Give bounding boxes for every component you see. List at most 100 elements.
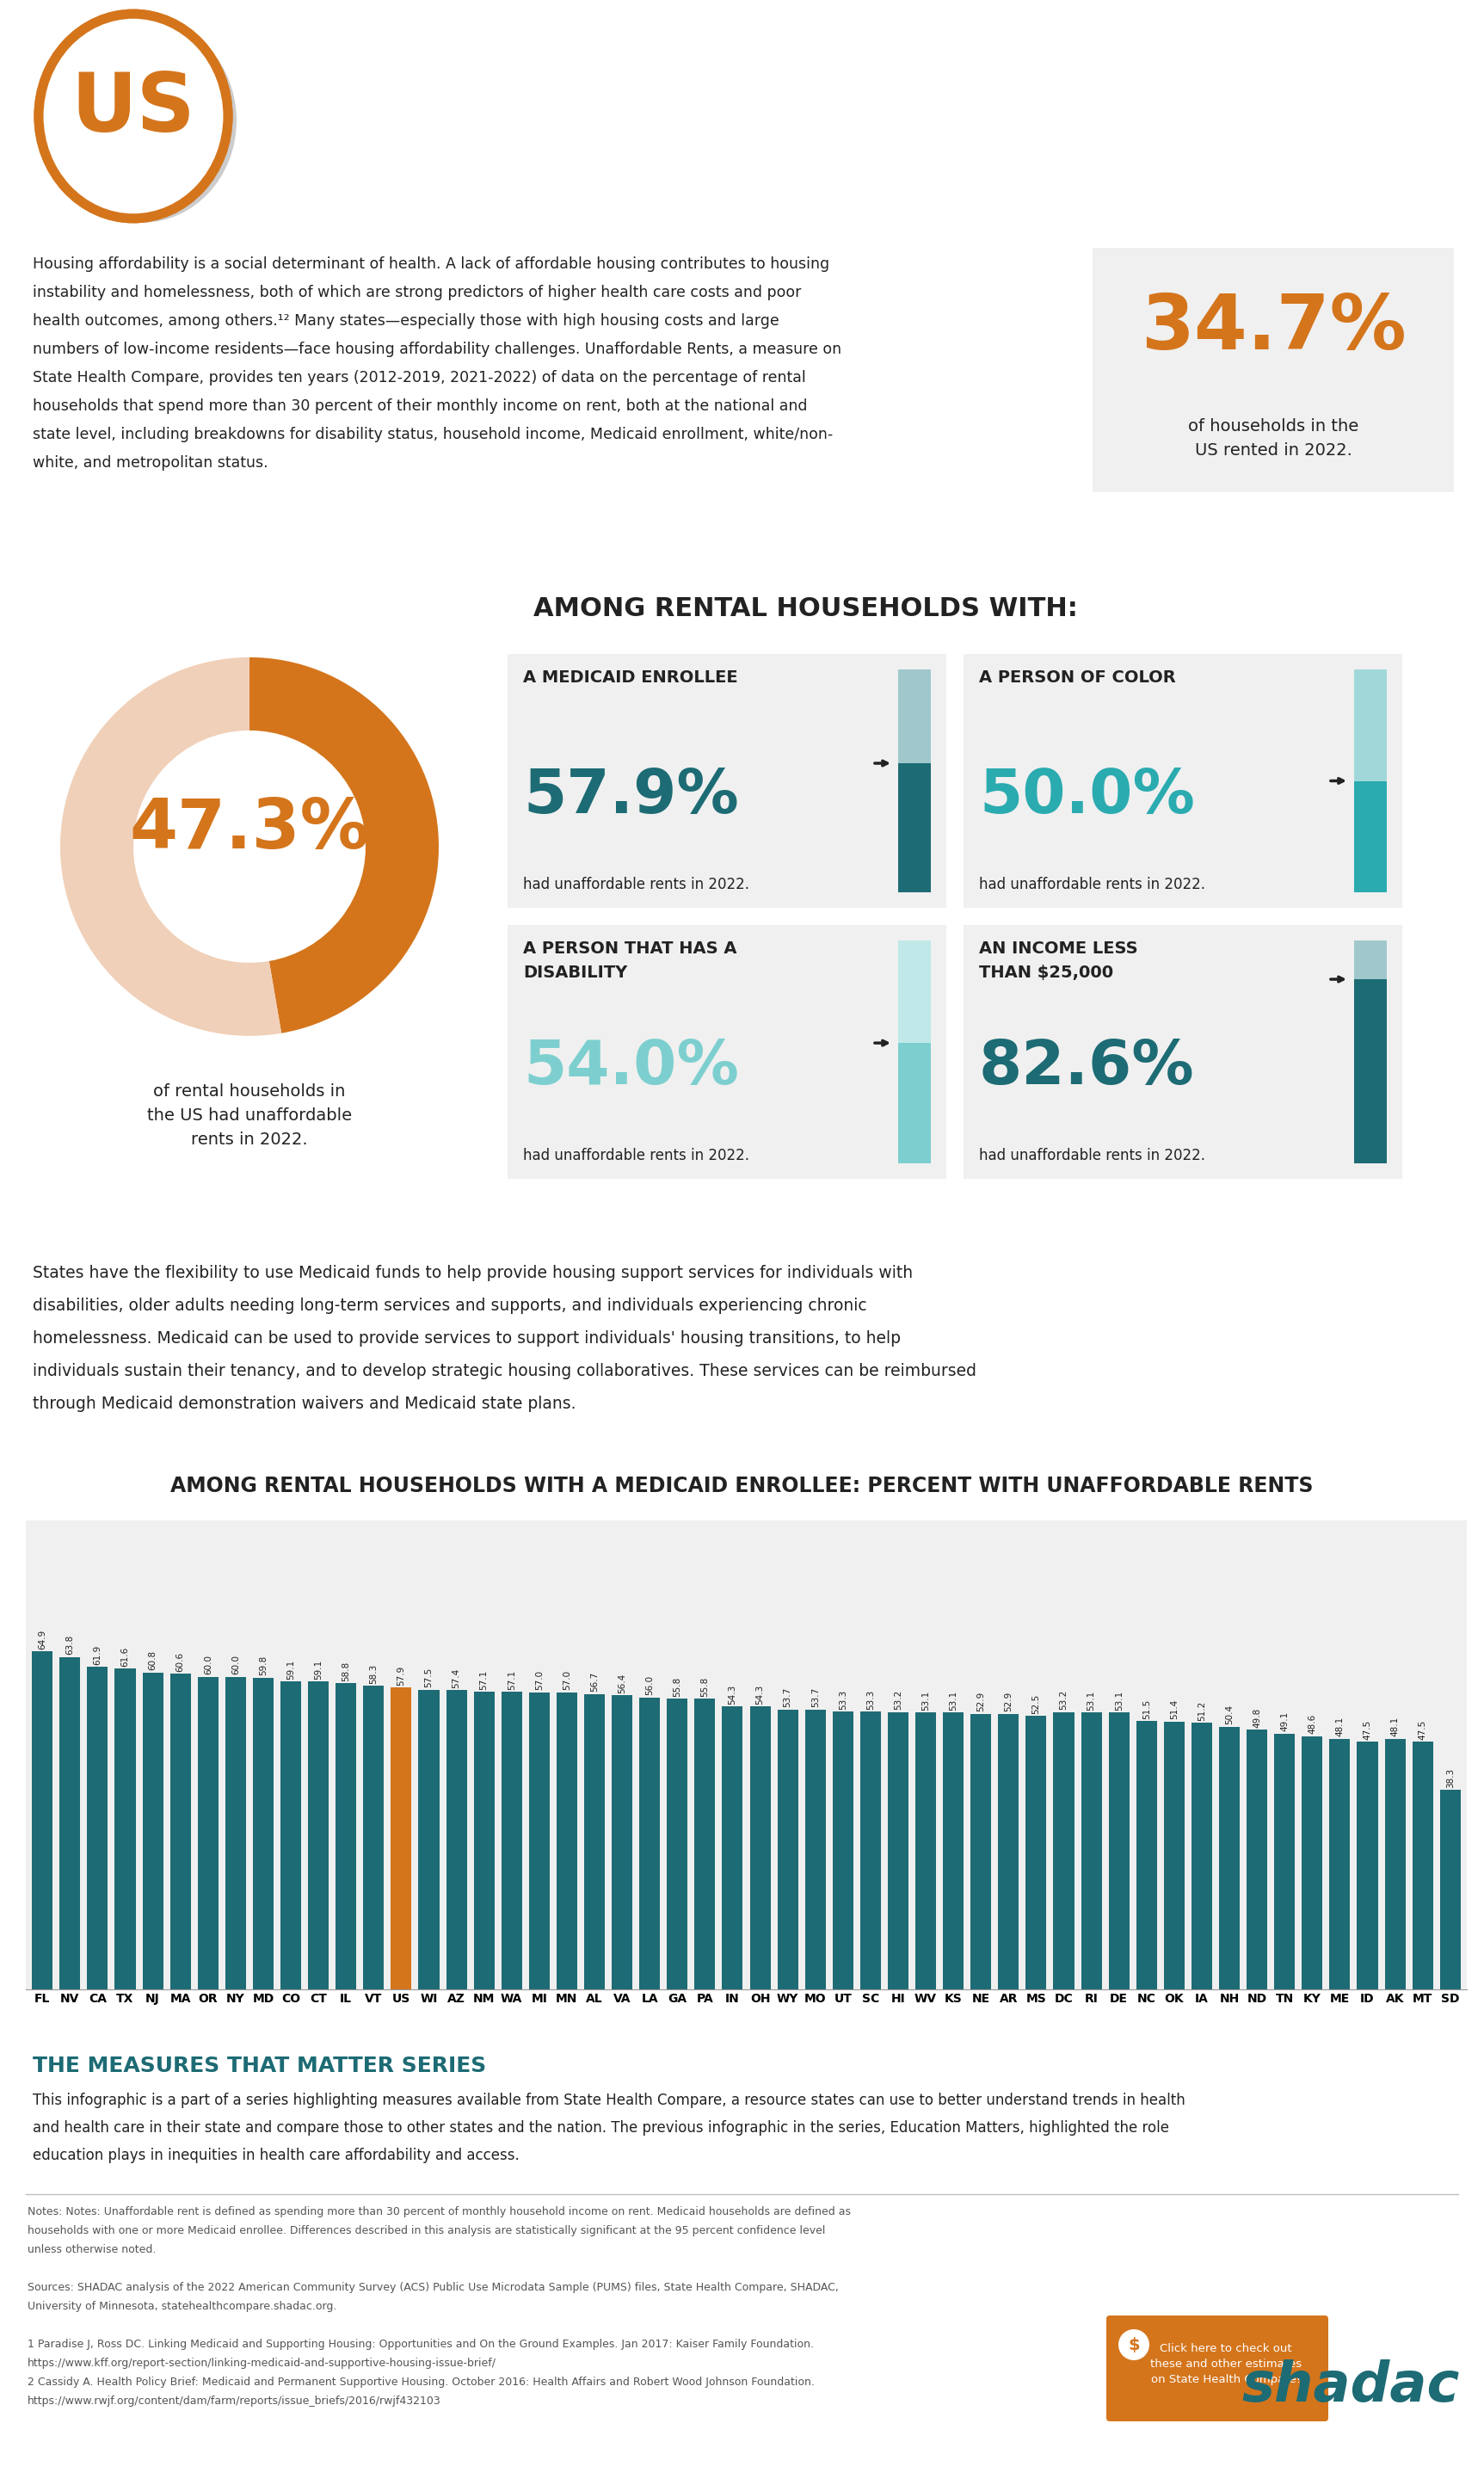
Text: households that spend more than 30 percent of their monthly income on rent, both: households that spend more than 30 perce… — [33, 398, 807, 415]
Bar — [309, 1682, 329, 1990]
Text: University of Minnesota, statehealthcompare.shadac.org.: University of Minnesota, statehealthcomp… — [28, 2301, 337, 2311]
Text: instability and homelessness, both of which are strong predictors of higher heal: instability and homelessness, both of wh… — [33, 286, 801, 301]
Bar — [364, 1685, 384, 1990]
Bar — [1109, 1712, 1129, 1990]
Bar — [1275, 1735, 1296, 1990]
Text: HOUSING AFFORDABILITY  MATTERS: HOUSING AFFORDABILITY MATTERS — [254, 57, 1330, 109]
Text: AN INCOME LESS: AN INCOME LESS — [979, 939, 1138, 957]
Text: 47.5: 47.5 — [1364, 1720, 1371, 1739]
Bar — [502, 1692, 522, 1990]
Bar — [1054, 1712, 1074, 1990]
Text: USING MEDICAID TO ADDRESS HOUSING INSTABILITY AT THE STATE LEVEL: USING MEDICAID TO ADDRESS HOUSING INSTAB… — [144, 1195, 1340, 1225]
FancyBboxPatch shape — [1353, 668, 1386, 892]
Bar — [640, 1697, 660, 1990]
Text: 63.8: 63.8 — [65, 1635, 74, 1655]
Text: 49.1: 49.1 — [1281, 1712, 1290, 1732]
Bar — [723, 1707, 743, 1990]
Text: of households in the
US rented in 2022.: of households in the US rented in 2022. — [1189, 417, 1358, 460]
Bar — [999, 1715, 1020, 1990]
Text: households with one or more Medicaid enrollee. Differences described in this ana: households with one or more Medicaid enr… — [28, 2224, 825, 2236]
Text: 60.0: 60.0 — [203, 1655, 212, 1675]
Bar — [1301, 1737, 1322, 1990]
Text: 64.9: 64.9 — [39, 1630, 46, 1650]
Text: 48.1: 48.1 — [1391, 1717, 1399, 1737]
Bar — [197, 1677, 218, 1990]
Text: 47.5: 47.5 — [1419, 1720, 1428, 1739]
Text: 52.9: 52.9 — [1005, 1692, 1014, 1712]
Bar — [585, 1695, 605, 1990]
Bar — [528, 1692, 549, 1990]
Text: shadac: shadac — [1242, 2358, 1460, 2413]
Ellipse shape — [39, 15, 229, 219]
Text: Exploring Unaffordable Rents on State Health Compare: Exploring Unaffordable Rents on State He… — [254, 152, 1114, 181]
Text: 57.5: 57.5 — [424, 1667, 433, 1687]
Text: Notes: Notes: Unaffordable rent is defined as spending more than 30 percent of m: Notes: Notes: Unaffordable rent is defin… — [28, 2207, 850, 2217]
Text: 55.8: 55.8 — [700, 1677, 709, 1697]
Text: and health care in their state and compare those to other states and the nation.: and health care in their state and compa… — [33, 2120, 1169, 2135]
Wedge shape — [249, 659, 439, 1034]
Text: 53.1: 53.1 — [1114, 1690, 1123, 1710]
Text: unless otherwise noted.: unless otherwise noted. — [28, 2244, 156, 2256]
Bar — [749, 1707, 770, 1990]
Text: education plays in inequities in health care affordability and access.: education plays in inequities in health … — [33, 2147, 519, 2162]
Text: THAN $25,000: THAN $25,000 — [979, 964, 1113, 982]
FancyBboxPatch shape — [1353, 939, 1386, 1163]
Bar — [447, 1690, 467, 1990]
Bar — [280, 1682, 301, 1990]
Bar — [942, 1712, 963, 1990]
Text: state level, including breakdowns for disability status, household income, Medic: state level, including breakdowns for di… — [33, 427, 833, 442]
Text: 57.4: 57.4 — [453, 1667, 460, 1687]
Text: of rental households in
the US had unaffordable
rents in 2022.: of rental households in the US had unaff… — [147, 1083, 352, 1148]
Text: health outcomes, among others.¹² Many states—especially those with high housing : health outcomes, among others.¹² Many st… — [33, 313, 779, 328]
Text: AMONG RENTAL HOUSEHOLDS WITH A MEDICAID ENROLLEE: PERCENT WITH UNAFFORDABLE RENT: AMONG RENTAL HOUSEHOLDS WITH A MEDICAID … — [171, 1476, 1313, 1496]
Text: 50.4: 50.4 — [1226, 1705, 1233, 1725]
Bar — [226, 1677, 246, 1990]
Bar — [861, 1712, 881, 1990]
Bar — [916, 1712, 936, 1990]
Text: individuals sustain their tenancy, and to develop strategic housing collaborativ: individuals sustain their tenancy, and t… — [33, 1362, 976, 1379]
FancyBboxPatch shape — [1353, 979, 1386, 1163]
Text: disabilities, older adults needing long-term services and supports, and individu: disabilities, older adults needing long-… — [33, 1297, 867, 1315]
Text: https://www.kff.org/report-section/linking-medicaid-and-supportive-housing-issue: https://www.kff.org/report-section/linki… — [28, 2358, 496, 2368]
Text: white, and metropolitan status.: white, and metropolitan status. — [33, 455, 269, 470]
Bar — [114, 1667, 135, 1990]
FancyBboxPatch shape — [963, 654, 1402, 907]
Text: 60.0: 60.0 — [232, 1655, 240, 1675]
Text: 51.5: 51.5 — [1143, 1700, 1152, 1720]
Text: 59.1: 59.1 — [286, 1660, 295, 1680]
Bar — [390, 1687, 411, 1990]
Text: A MEDICAID ENROLLEE: A MEDICAID ENROLLEE — [522, 668, 738, 686]
Text: https://www.rwjf.org/content/dam/farm/reports/issue_briefs/2016/rwjf432103: https://www.rwjf.org/content/dam/farm/re… — [28, 2396, 441, 2405]
Text: 57.1: 57.1 — [479, 1670, 488, 1690]
Text: 53.7: 53.7 — [812, 1687, 819, 1707]
FancyBboxPatch shape — [898, 1044, 930, 1163]
Ellipse shape — [47, 17, 236, 224]
Text: A PERSON OF COLOR: A PERSON OF COLOR — [979, 668, 1175, 686]
Bar — [59, 1657, 80, 1990]
Text: numbers of low-income residents—face housing affordability challenges. Unafforda: numbers of low-income residents—face hou… — [33, 340, 841, 358]
Text: 47.3%: 47.3% — [129, 795, 370, 862]
Bar — [473, 1692, 494, 1990]
Text: 53.2: 53.2 — [1060, 1690, 1068, 1710]
Text: 56.4: 56.4 — [617, 1672, 626, 1692]
Bar — [1218, 1727, 1239, 1990]
Text: 61.6: 61.6 — [120, 1648, 129, 1667]
Text: 53.1: 53.1 — [1088, 1690, 1095, 1710]
Bar — [1163, 1722, 1184, 1990]
FancyBboxPatch shape — [898, 939, 930, 1163]
Bar — [1080, 1712, 1101, 1990]
Text: A PERSON THAT HAS A: A PERSON THAT HAS A — [522, 939, 738, 957]
Bar — [1330, 1739, 1350, 1990]
Text: homelessness. Medicaid can be used to provide services to support individuals' h: homelessness. Medicaid can be used to pr… — [33, 1329, 901, 1347]
FancyBboxPatch shape — [898, 763, 930, 892]
Text: 2 Cassidy A. Health Policy Brief: Medicaid and Permanent Supportive Housing. Oct: 2 Cassidy A. Health Policy Brief: Medica… — [28, 2376, 815, 2388]
Text: 82.6%: 82.6% — [979, 1036, 1195, 1096]
Text: had unaffordable rents in 2022.: had unaffordable rents in 2022. — [522, 877, 749, 892]
Bar — [1025, 1715, 1046, 1990]
Text: 54.3: 54.3 — [729, 1685, 736, 1705]
Text: 59.8: 59.8 — [258, 1655, 267, 1675]
Bar — [88, 1667, 108, 1990]
Text: 60.6: 60.6 — [177, 1653, 184, 1672]
Text: 51.4: 51.4 — [1169, 1700, 1178, 1720]
Text: 58.8: 58.8 — [341, 1660, 350, 1680]
